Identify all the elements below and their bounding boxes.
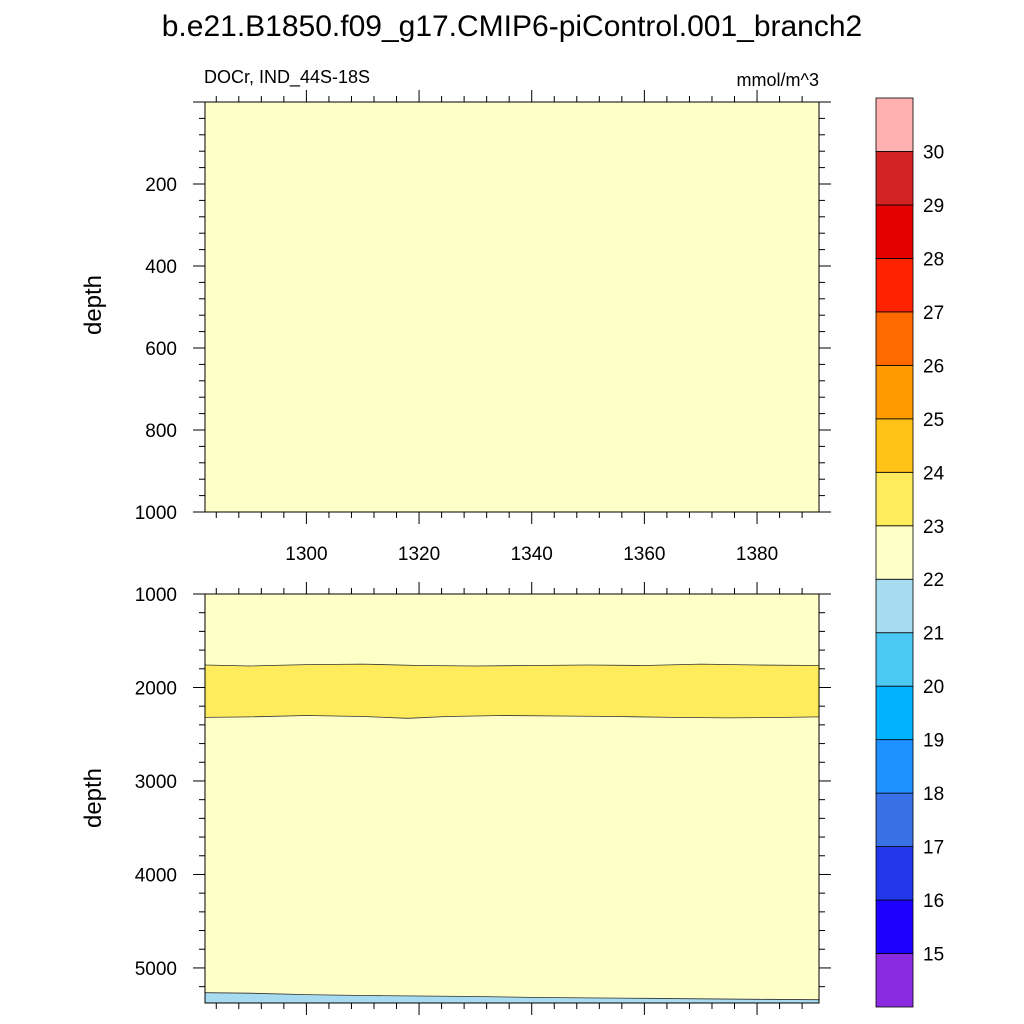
colorbar-tick-label: 29 [923, 196, 944, 217]
colorbar-swatch [875, 311, 914, 366]
colorbar-tick-label: 17 [923, 838, 944, 859]
colorbar-tick-label: 27 [923, 303, 944, 324]
lower-y-tick-label: 5000 [135, 959, 177, 980]
colorbar-tick-label: 28 [923, 249, 944, 270]
colorbar-tick-label: 22 [923, 570, 944, 591]
colorbar-swatch [875, 418, 914, 473]
lower-contour-line-23-24-upper [205, 663, 819, 667]
colorbar-tick-label: 19 [923, 731, 944, 752]
lower-y-axis: 1000 2000 3000 4000 5000 depth [80, 585, 831, 988]
colorbar-swatch [875, 525, 914, 580]
colorbar-swatch [875, 899, 914, 954]
lower-y-tick-label: 4000 [135, 865, 177, 886]
upper-plot-frame [204, 101, 820, 513]
upper-x-tick-label: 1300 [285, 544, 327, 565]
colorbar-tick-label: 25 [923, 410, 944, 431]
colorbar-legend: 15 16 17 18 19 20 21 22 23 24 25 26 27 28 29 30 [875, 97, 945, 1008]
colorbar-swatch [875, 364, 914, 420]
lower-y-tick-label: 2000 [135, 678, 177, 699]
lower-contour-line-21-22-upper [205, 992, 819, 1001]
colorbar-swatch [875, 953, 914, 1008]
lower-contour-band-23-24 [205, 664, 819, 719]
upper-x-tick-label: 1320 [398, 544, 440, 565]
lower-y-axis-label: depth [80, 768, 107, 828]
upper-x-tick-label: 1380 [736, 544, 778, 565]
lower-contour-band-21-22 [205, 992, 819, 1003]
colorbar-swatch [875, 739, 914, 794]
colorbar-tick-label: 18 [923, 784, 944, 805]
upper-filled-contours [205, 102, 819, 512]
lower-plot-frame [204, 593, 820, 1004]
upper-x-tick-label: 1340 [511, 544, 553, 565]
upper-y-axis: 200 400 600 800 1000 depth [80, 101, 831, 524]
upper-y-axis-label: depth [80, 275, 107, 335]
colorbar-tick-label: 21 [923, 624, 944, 645]
colorbar-swatch [875, 846, 914, 901]
upper-x-tick-label: 1360 [623, 544, 665, 565]
upper-contour-band-22-23 [205, 102, 819, 512]
units-label: mmol/m^3 [737, 70, 819, 90]
lower-y-tick-label: 3000 [135, 772, 177, 793]
colorbar-swatch [875, 97, 914, 152]
lower-contour-band-22-23 [205, 594, 819, 1003]
lower-depth-panel: 1000 2000 3000 4000 5000 depth [80, 582, 831, 1015]
upper-y-tick-label: 1000 [135, 503, 177, 524]
left-string: DOCr, IND_44S-18S [204, 67, 370, 88]
colorbar-swatch [875, 685, 914, 741]
upper-depth-panel: 1300 1320 1340 1360 1380 200 400 600 800 1000 dept… [80, 90, 831, 565]
upper-y-tick-label: 800 [145, 421, 177, 442]
colorbar-tick-label: 30 [923, 142, 944, 163]
figure-title: b.e21.B1850.f09_g17.CMIP6-piControl.001_… [162, 10, 863, 43]
colorbar-swatch [875, 204, 914, 259]
colorbar-tick-label: 15 [923, 945, 944, 966]
colorbar-tick-label: 23 [923, 517, 944, 538]
colorbar-swatch [875, 632, 914, 687]
lower-y-tick-label: 1000 [135, 585, 177, 606]
colorbar-tick-label: 24 [923, 463, 945, 484]
lower-filled-contours [205, 594, 819, 1003]
colorbar-swatch [875, 471, 914, 527]
colorbar-swatch [875, 151, 914, 206]
lower-x-axis [215, 582, 803, 1015]
upper-x-axis: 1300 1320 1340 1360 1380 [215, 90, 803, 565]
colorbar-swatch [875, 258, 914, 313]
upper-y-tick-label: 200 [145, 175, 177, 196]
colorbar-tick-label: 26 [923, 356, 944, 377]
lower-contour-line-23-24-lower [205, 715, 819, 719]
colorbar-tick-label: 16 [923, 891, 944, 912]
colorbar-swatch [875, 578, 914, 634]
upper-y-tick-label: 600 [145, 339, 177, 360]
upper-y-tick-label: 400 [145, 257, 177, 278]
colorbar-swatch [875, 792, 914, 847]
colorbar-tick-label: 20 [923, 677, 944, 698]
